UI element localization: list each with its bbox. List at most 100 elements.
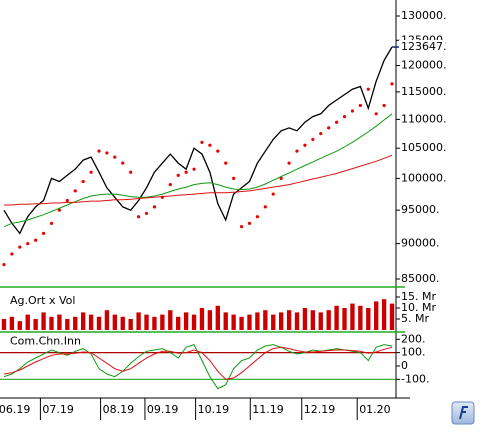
volume-bar <box>207 310 213 330</box>
volume-bar <box>152 316 157 330</box>
volume-bar <box>326 310 331 330</box>
sar-dot <box>374 112 378 116</box>
volume-bar <box>318 312 323 330</box>
volume-bar <box>366 308 371 330</box>
sar-dot <box>34 238 38 242</box>
sar-dot <box>303 143 307 147</box>
volume-bar <box>199 308 205 330</box>
sar-dot <box>358 103 362 108</box>
last-price-box <box>399 40 445 54</box>
sar-dot <box>390 82 394 86</box>
sar-dot <box>57 208 62 212</box>
y-tick-label: 100000. <box>401 171 447 184</box>
sar-dot <box>247 221 252 225</box>
sar-dot <box>366 87 370 91</box>
volume-bar <box>389 303 395 330</box>
panel-title: Ag.Ort x Vol <box>10 294 75 307</box>
sar-dot <box>327 126 331 130</box>
volume-bar <box>334 305 339 330</box>
sar-dot <box>232 176 236 181</box>
sar-dot <box>89 170 93 174</box>
sar-dot <box>176 173 180 177</box>
sar-dot <box>200 140 204 144</box>
y-tick-label: 100. <box>401 346 426 359</box>
sar-dot <box>168 183 172 187</box>
panel-title: Com.Chn.Inn <box>10 334 81 347</box>
volume-bar <box>49 316 54 330</box>
sar-dot <box>10 252 14 256</box>
sar-dot <box>255 215 259 219</box>
sar-dot <box>18 245 22 249</box>
y-tick-label: -100. <box>401 372 429 385</box>
volume-bar <box>239 316 244 330</box>
last-price-label: 123647. <box>401 40 447 53</box>
volume-bar <box>294 312 300 330</box>
sar-dot <box>184 170 188 174</box>
sar-dot <box>271 192 275 196</box>
volume-bar <box>342 308 347 330</box>
sar-dot <box>105 151 109 155</box>
volume-bar <box>160 314 165 330</box>
volume-bar <box>112 314 118 330</box>
sar-dot <box>239 225 244 229</box>
volume-bar <box>183 312 189 330</box>
sar-dot <box>279 176 283 181</box>
volume-bar <box>33 319 38 330</box>
sar-dot <box>73 189 77 193</box>
y-tick-label: 200. <box>401 332 426 345</box>
volume-bar <box>144 314 149 330</box>
sar-dot <box>81 179 85 184</box>
sar-dot <box>319 132 323 136</box>
volume-bar <box>17 321 22 330</box>
x-tick-label: 08.19 <box>103 403 135 416</box>
y-tick-label: 110000. <box>401 112 447 125</box>
series-line <box>4 154 393 206</box>
sar-dot <box>350 109 355 113</box>
sar-dot <box>49 221 54 225</box>
sar-dot <box>287 161 291 165</box>
y-tick-label: 115000. <box>401 85 447 98</box>
sar-dot <box>129 170 133 174</box>
volume-bar <box>358 305 363 330</box>
sar-dot <box>26 242 30 246</box>
series-line <box>3 113 393 228</box>
series-line <box>3 346 393 380</box>
y-tick-label: 10. Mr <box>401 301 436 314</box>
sar-dot <box>41 231 46 235</box>
sar-dot <box>263 205 267 209</box>
sar-dot <box>342 114 347 119</box>
sar-dot <box>208 143 212 147</box>
sar-dot <box>137 215 141 219</box>
volume-bar <box>96 316 102 330</box>
sar-dot <box>97 149 101 153</box>
x-tick-label: 10.19 <box>198 403 230 416</box>
volume-bar <box>271 314 276 330</box>
volume-bar <box>25 314 30 330</box>
sar-dot <box>144 211 149 216</box>
volume-bar <box>278 312 284 330</box>
volume-bar <box>223 312 228 330</box>
y-tick-label: 120000. <box>401 59 447 72</box>
sar-dot <box>311 137 315 142</box>
volume-bar <box>1 319 7 330</box>
sar-dot <box>192 167 196 171</box>
y-tick-label: 15. Mr <box>401 290 436 303</box>
volume-bar <box>350 303 355 330</box>
volume-bar <box>120 316 125 330</box>
volume-bar <box>88 314 94 330</box>
sar-dot <box>295 149 299 153</box>
x-tick-label: 06.19 <box>0 403 30 416</box>
x-tick-label: 12.19 <box>304 403 336 416</box>
volume-bar <box>255 312 260 330</box>
volume-bar <box>215 305 220 330</box>
y-tick-label: 95000. <box>401 203 440 216</box>
volume-bar <box>231 314 236 330</box>
y-tick-label: 5. Mr <box>401 312 429 325</box>
sar-dot <box>65 198 69 203</box>
y-tick-label: 0 <box>401 359 408 372</box>
plot-area <box>0 46 396 390</box>
toolbar-icon <box>459 406 468 420</box>
x-tick-label: 09.19 <box>147 403 179 416</box>
volume-bar <box>9 316 15 330</box>
volume-bar <box>65 319 70 330</box>
